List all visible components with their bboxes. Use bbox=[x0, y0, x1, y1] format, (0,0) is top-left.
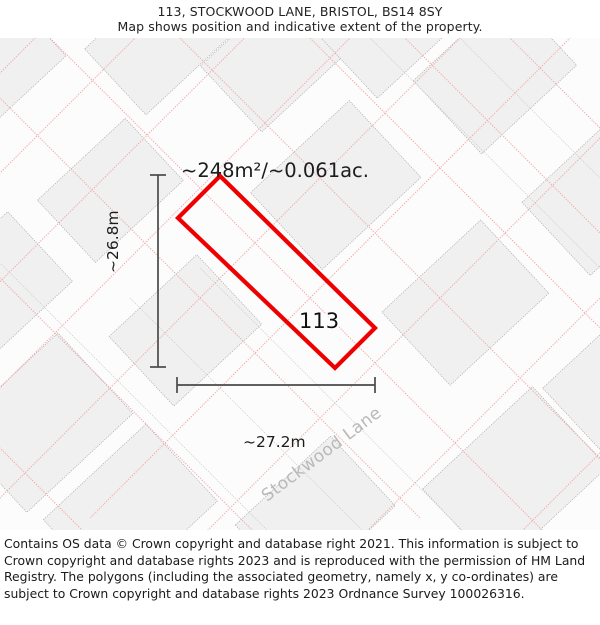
building-footprints bbox=[0, 38, 600, 530]
attribution-footer: Contains OS data © Crown copyright and d… bbox=[0, 530, 600, 625]
plot-area-label: ~248m²/~0.061ac. bbox=[181, 159, 369, 182]
copyright-text: Contains OS data © Crown copyright and d… bbox=[4, 536, 586, 601]
plot-number-label: 113 bbox=[299, 309, 340, 333]
dimension-lines bbox=[150, 174, 376, 393]
vertical-dimension-label: ~26.8m bbox=[104, 210, 122, 273]
page-title: 113, STOCKWOOD LANE, BRISTOL, BS14 8SY bbox=[157, 4, 443, 19]
parcel-boundary-lines bbox=[0, 38, 600, 530]
map-canvas bbox=[0, 38, 600, 530]
horizontal-dimension-label: ~27.2m bbox=[243, 433, 306, 451]
road-casing-lines bbox=[0, 38, 600, 530]
map-title-block: 113, STOCKWOOD LANE, BRISTOL, BS14 8SY M… bbox=[0, 0, 600, 38]
property-boundary-polygon[interactable] bbox=[174, 173, 378, 371]
page-subtitle: Map shows position and indicative extent… bbox=[117, 19, 483, 34]
map-viewport[interactable]: ~248m²/~0.061ac. 113 ~26.8m ~27.2m Stock… bbox=[0, 38, 600, 530]
